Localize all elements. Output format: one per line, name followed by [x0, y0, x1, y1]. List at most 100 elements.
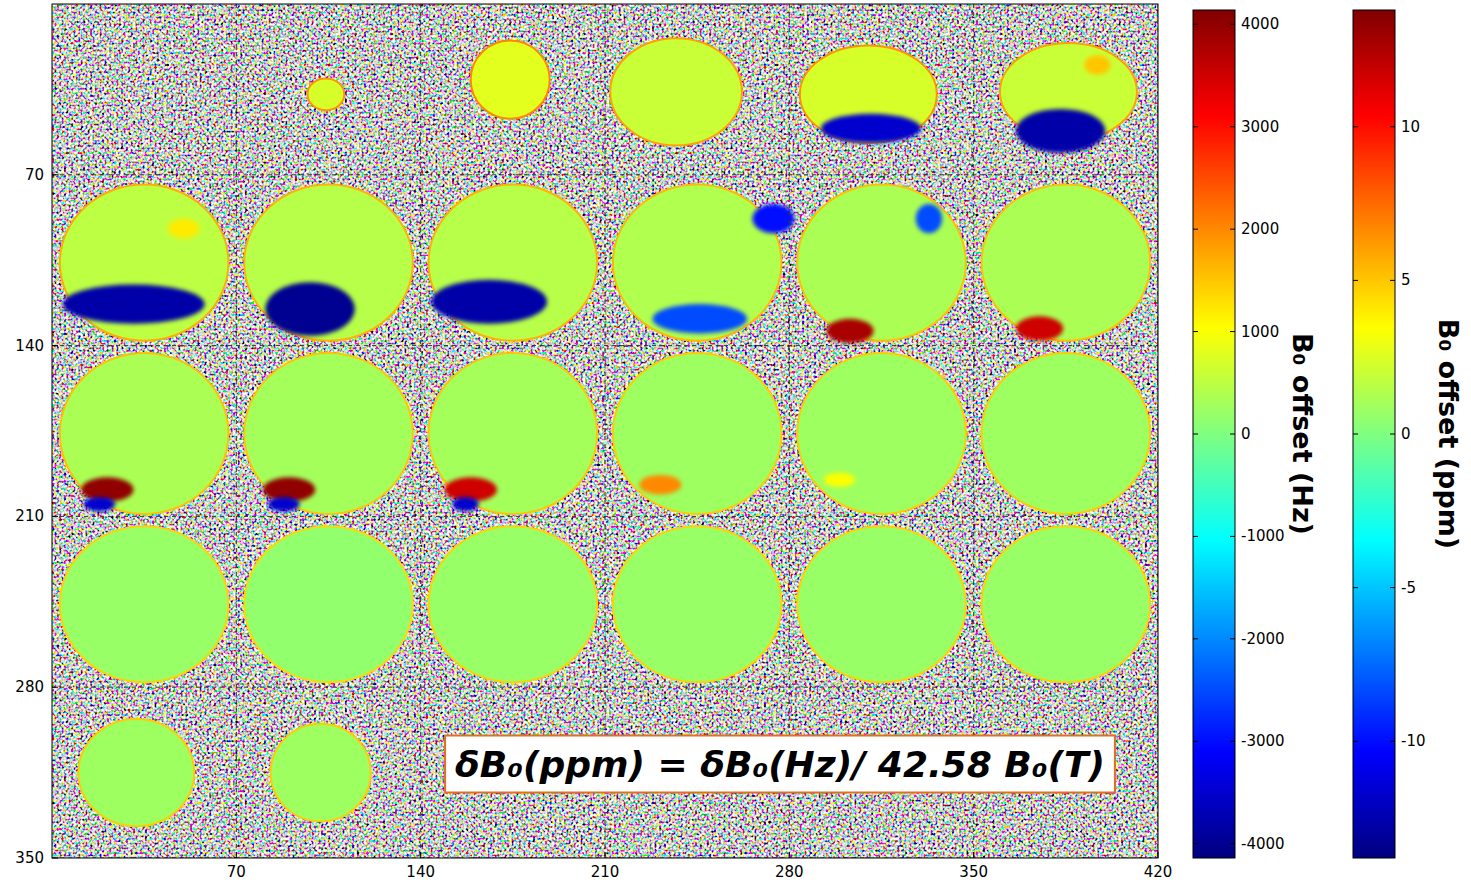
grid-line: [420, 4, 421, 858]
artifact: [1084, 55, 1110, 75]
phantom: [60, 526, 229, 682]
artifact: [268, 497, 300, 512]
colorbar-tick: [1193, 638, 1198, 639]
x-tick-label: 420: [1144, 863, 1173, 881]
colorbar-tick: [1193, 229, 1198, 230]
colorbar-tick: [1230, 741, 1235, 742]
x-tick-label: 350: [959, 863, 988, 881]
colorbar-tick: [1353, 280, 1358, 281]
grid-line: [236, 4, 237, 858]
grid-line: [605, 4, 606, 858]
phantom: [244, 185, 413, 341]
artifact: [452, 497, 478, 512]
phantom: [610, 38, 742, 145]
phantom: [271, 724, 371, 822]
artifact: [824, 472, 856, 487]
x-tick: [236, 852, 237, 858]
artifact: [916, 204, 942, 233]
artifact: [84, 497, 116, 512]
phantom: [78, 719, 194, 826]
colorbar: [1193, 10, 1235, 858]
artifact: [431, 280, 547, 324]
phantom: [471, 41, 550, 119]
colorbar-tick-label: 0: [1241, 425, 1251, 443]
y-tick-label: 210: [15, 507, 44, 525]
annotation-box: [445, 736, 1115, 793]
annotation: δB₀(ppm) = δB₀(Hz)/ 42.58 B₀(T): [445, 736, 1115, 793]
y-tick-label: 350: [15, 849, 44, 867]
phantom: [429, 526, 598, 682]
colorbar-tick: [1193, 434, 1198, 435]
x-tick-label: 210: [591, 863, 620, 881]
colorbar-tick-label: 5: [1401, 271, 1411, 289]
phantom: [60, 353, 229, 514]
colorbar-tick: [1193, 331, 1198, 332]
colorbar-tick: [1230, 434, 1235, 435]
x-tick: [789, 852, 790, 858]
artifact: [168, 219, 200, 239]
artifact: [265, 282, 355, 336]
phantom: [797, 526, 966, 682]
x-tick-label: 140: [406, 863, 435, 881]
artifact: [652, 304, 747, 333]
phantom: [429, 353, 598, 514]
colorbar-tick: [1230, 638, 1235, 639]
y-tick-label: 280: [15, 678, 44, 696]
y-tick: [52, 687, 58, 688]
phantom: [982, 353, 1151, 514]
phantom: [797, 185, 966, 341]
colorbar-tick: [1390, 280, 1395, 281]
colorbar-tick: [1230, 331, 1235, 332]
grid-line: [973, 4, 974, 858]
chart: 7014021028035042070140210280350-4000-300…: [0, 0, 1471, 884]
colorbar-tick: [1353, 587, 1358, 588]
colorbar-tick: [1230, 843, 1235, 844]
colorbar-tick-label: -5: [1401, 579, 1416, 597]
colorbar: [1353, 10, 1395, 858]
colorbar-tick-label: 2000: [1241, 220, 1279, 238]
noise-background: [52, 4, 1158, 858]
x-tick: [420, 852, 421, 858]
plot-frame: [52, 4, 1158, 858]
colorbar-tick-label: -3000: [1241, 732, 1285, 750]
phantom: [982, 185, 1151, 341]
phantom: [613, 185, 782, 341]
artifact: [826, 319, 873, 343]
plot-area: [52, 4, 1158, 858]
x-tick-label: 280: [775, 863, 804, 881]
phantom: [307, 78, 344, 110]
colorbar-tick: [1230, 24, 1235, 25]
phantom: [613, 353, 782, 514]
colorbar-tick: [1193, 536, 1198, 537]
colorbar-tick-label: 3000: [1241, 118, 1279, 136]
grid-line: [52, 687, 1158, 688]
annotation-text: δB₀(ppm) = δB₀(Hz)/ 42.58 B₀(T): [455, 744, 1105, 785]
colorbar-tick: [1390, 434, 1395, 435]
x-tick-label: 70: [227, 863, 246, 881]
phantom: [244, 353, 413, 514]
phantom: [797, 353, 966, 514]
colorbar-tick-label: -1000: [1241, 527, 1285, 545]
colorbar-label: B₀ offset (ppm): [1433, 319, 1464, 549]
colorbar-tick: [1193, 843, 1198, 844]
colorbar-tick: [1353, 741, 1358, 742]
phantom: [60, 185, 229, 341]
colorbar-tick: [1390, 741, 1395, 742]
colorbar-tick: [1193, 126, 1198, 127]
phantom: [982, 526, 1151, 682]
colorbar-tick-label: 10: [1401, 118, 1420, 136]
grid-line: [789, 4, 790, 858]
artifact: [821, 114, 921, 143]
artifact: [639, 475, 681, 495]
y-tick-label: 140: [15, 337, 44, 355]
y-tick: [52, 858, 58, 859]
colorbar-label: B₀ offset (Hz): [1287, 333, 1318, 535]
grid-line: [52, 345, 1158, 346]
y-tick: [52, 174, 58, 175]
colorbar-tick: [1390, 587, 1395, 588]
colorbar-tick: [1193, 741, 1198, 742]
artifact: [1016, 316, 1063, 340]
x-tick: [1158, 852, 1159, 858]
grid-line: [52, 516, 1158, 517]
colorbar-tick: [1230, 536, 1235, 537]
